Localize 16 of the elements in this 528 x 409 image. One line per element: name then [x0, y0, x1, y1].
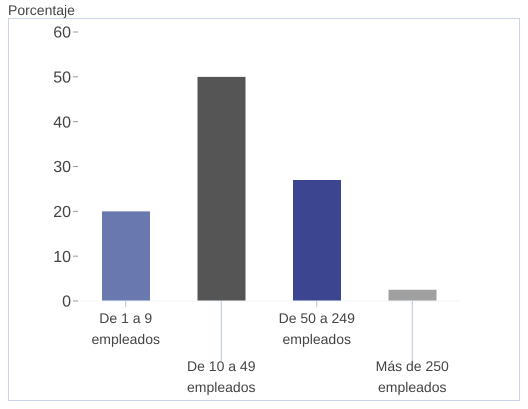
x-tick-label: De 1 a 9 empleados	[92, 310, 160, 347]
bar	[293, 180, 341, 301]
y-tick-label: 60	[53, 24, 72, 42]
bar	[102, 211, 150, 301]
y-tick-label: 50	[53, 70, 72, 87]
y-axis-title: Porcentaje	[8, 2, 75, 18]
bar	[198, 76, 246, 301]
x-tick-label: Más de 250 empleados	[376, 358, 450, 395]
y-tick-label: 40	[53, 114, 72, 132]
bar	[388, 290, 436, 301]
y-tick-label: 10	[53, 248, 72, 266]
x-tick-label: De 50 a 249 empleados	[278, 310, 356, 347]
y-tick-label: 20	[53, 204, 72, 222]
y-tick-label: 0	[62, 294, 72, 311]
x-tick-label: De 10 a 49 empleados	[187, 358, 256, 395]
y-tick-label: 30	[53, 159, 72, 176]
